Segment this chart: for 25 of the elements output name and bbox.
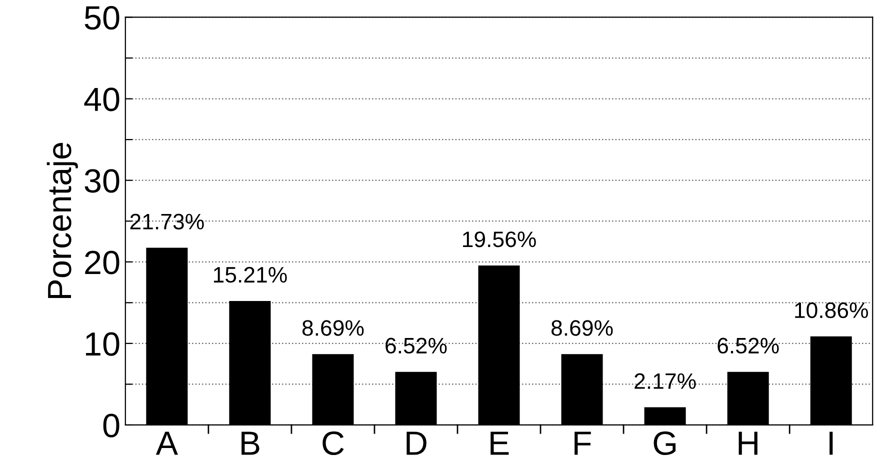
data-label: 15.21% (214, 266, 287, 283)
y-tick-label: 0 (103, 414, 120, 438)
y-tick-label: 10 (86, 332, 120, 356)
x-tick-label: D (406, 432, 426, 455)
data-label: 8.69% (551, 320, 613, 336)
data-label: 10.86% (795, 302, 868, 318)
data-label: 2.17% (634, 373, 696, 389)
x-tick-label: A (156, 432, 178, 455)
x-tick-label: G (654, 431, 676, 456)
y-tick-label: 30 (84, 169, 120, 193)
x-tick-label: I (830, 432, 833, 455)
x-tick-label: H (738, 432, 758, 455)
data-label: 6.52% (386, 338, 447, 354)
x-tick-label: F (574, 432, 591, 455)
data-label: 19.56% (463, 231, 536, 248)
x-tick-label: C (322, 431, 344, 456)
data-label: 8.69% (302, 320, 364, 336)
y-tick-label: 20 (85, 250, 120, 274)
y-axis-title: Porcentaje (46, 142, 78, 298)
data-label: 6.52% (718, 338, 779, 354)
y-tick-label: 50 (84, 6, 120, 30)
data-label: 21.73% (130, 214, 204, 230)
x-tick-label: B (242, 432, 260, 455)
y-tick-label: 40 (84, 88, 120, 112)
x-tick-label: E (490, 432, 509, 455)
